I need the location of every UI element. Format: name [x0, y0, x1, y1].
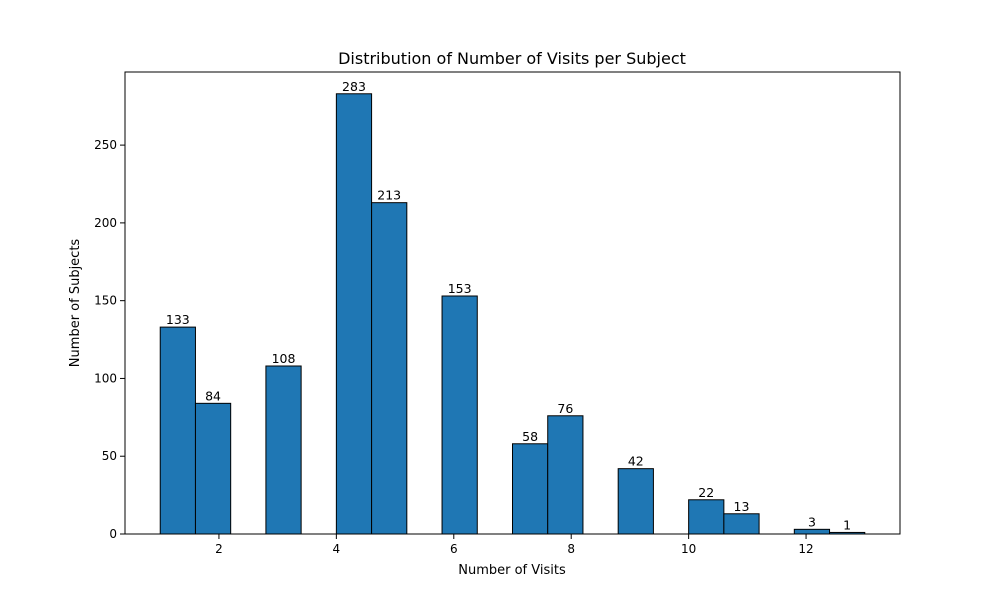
bar-value-label-15: 22 [698, 485, 714, 500]
bar-value-label-19: 1 [843, 517, 851, 532]
bar-1 [194, 402, 232, 535]
bar-18 [793, 528, 831, 535]
y-tick-label-250: 250 [94, 138, 117, 152]
bar-value-label-11: 76 [557, 401, 573, 416]
x-tick-label-6: 6 [450, 542, 458, 556]
plot-frame [124, 71, 901, 535]
bar-value-label-8: 153 [448, 281, 472, 296]
bar-value-label-5: 283 [342, 79, 366, 94]
bar-value-label-10: 58 [522, 429, 538, 444]
chart-title: Distribution of Number of Visits per Sub… [338, 49, 686, 68]
y-axis-label: Number of Subjects [68, 239, 83, 368]
bars-group [159, 93, 866, 535]
bar-value-label-16: 13 [734, 499, 750, 514]
x-axis-label: Number of Visits [458, 563, 566, 578]
bar-10 [512, 443, 549, 535]
x-tick-label-4: 4 [333, 542, 341, 556]
bar-value-label-1: 84 [205, 388, 221, 403]
bar-13 [617, 468, 654, 535]
x-tick-label-8: 8 [567, 542, 575, 556]
bar-value-label-6: 213 [377, 188, 401, 203]
bar-value-label-13: 42 [628, 454, 644, 469]
bar-value-label-0: 133 [166, 312, 190, 327]
bar-3 [265, 365, 302, 535]
bar-0 [159, 326, 196, 535]
bar-6 [371, 202, 408, 535]
y-tick-label-100: 100 [94, 371, 117, 385]
bar-15 [688, 499, 725, 535]
x-tick-label-10: 10 [681, 542, 696, 556]
y-tick-label-0: 0 [109, 527, 117, 541]
bar-5 [335, 93, 373, 535]
bar-value-label-3: 108 [272, 351, 296, 366]
bar-16 [723, 513, 760, 535]
bar-11 [547, 415, 584, 535]
x-tick-label-12: 12 [798, 542, 813, 556]
x-tick-label-2: 2 [215, 542, 223, 556]
y-axis: 0 50 100 150 200 250 [94, 138, 125, 541]
bar-value-label-18: 3 [808, 514, 816, 529]
x-axis: 2 4 6 8 10 12 [215, 534, 814, 556]
y-tick-label-150: 150 [94, 294, 117, 308]
bar-8 [441, 295, 478, 535]
y-tick-label-200: 200 [94, 216, 117, 230]
y-tick-label-50: 50 [102, 449, 117, 463]
